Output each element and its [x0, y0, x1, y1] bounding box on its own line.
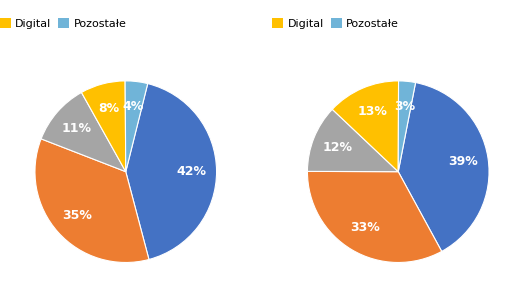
Wedge shape — [308, 109, 398, 172]
Wedge shape — [308, 171, 442, 262]
Legend: Digital, Pozostałe: Digital, Pozostałe — [272, 18, 399, 29]
Wedge shape — [125, 81, 148, 172]
Text: 11%: 11% — [61, 122, 91, 135]
Text: 35%: 35% — [62, 209, 92, 222]
Text: 42%: 42% — [176, 165, 206, 178]
Wedge shape — [81, 81, 126, 172]
Text: 3%: 3% — [394, 100, 415, 113]
Text: 39%: 39% — [448, 155, 478, 168]
Wedge shape — [398, 83, 489, 251]
Text: 8%: 8% — [99, 102, 119, 115]
Text: 33%: 33% — [350, 221, 380, 234]
Wedge shape — [332, 81, 399, 172]
Legend: Digital, Pozostałe: Digital, Pozostałe — [0, 18, 127, 29]
Text: 4%: 4% — [123, 100, 144, 113]
Text: 12%: 12% — [323, 141, 353, 154]
Text: 13%: 13% — [357, 105, 387, 118]
Wedge shape — [35, 139, 149, 262]
Wedge shape — [41, 93, 126, 172]
Wedge shape — [398, 81, 416, 172]
Wedge shape — [126, 84, 216, 260]
